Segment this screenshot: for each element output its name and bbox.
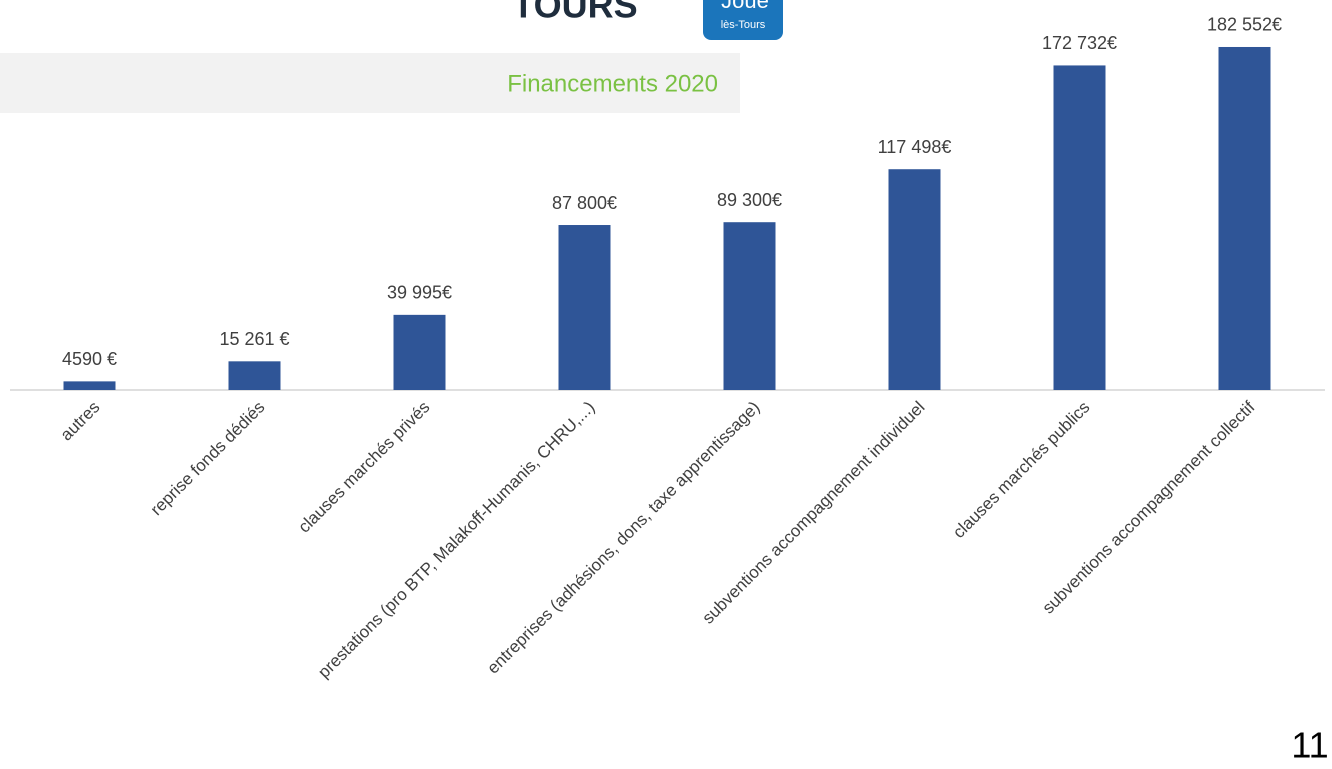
- x-tick-label: clauses marchés privés: [294, 398, 433, 537]
- x-tick-label: reprise fonds dédiés: [147, 398, 269, 520]
- x-tick-label: prestations (pro BTP, Malakoff-Humanis, …: [314, 398, 598, 682]
- logo: [703, 0, 783, 40]
- value-label: 117 498€: [878, 137, 952, 157]
- value-label: 182 552€: [1207, 15, 1282, 35]
- logo-top: Joué: [721, 0, 769, 13]
- bar: [228, 361, 281, 390]
- title-band: [0, 53, 740, 113]
- x-tick-label: autres: [57, 398, 104, 445]
- header-title: TOURS: [512, 0, 637, 26]
- page-number: 11: [1291, 725, 1328, 766]
- bar: [558, 225, 611, 390]
- x-tick-label: entreprises (adhésions, dons, taxe appre…: [483, 398, 763, 678]
- bar: [723, 222, 776, 390]
- bar: [393, 314, 446, 390]
- value-label: 4590 €: [62, 349, 117, 369]
- value-label: 15 261 €: [219, 329, 289, 349]
- bar: [1218, 46, 1271, 390]
- x-tick-label: clauses marchés publics: [949, 398, 1093, 542]
- chart-title: Financements 2020: [507, 70, 718, 97]
- value-label: 87 800€: [552, 193, 617, 213]
- value-label: 172 732€: [1042, 33, 1117, 53]
- bar: [1053, 65, 1106, 390]
- bar: [888, 169, 941, 390]
- bar: [63, 381, 116, 390]
- value-label: 89 300€: [717, 190, 782, 210]
- value-label: 39 995€: [387, 283, 452, 303]
- logo-bottom: lès-Tours: [721, 19, 766, 31]
